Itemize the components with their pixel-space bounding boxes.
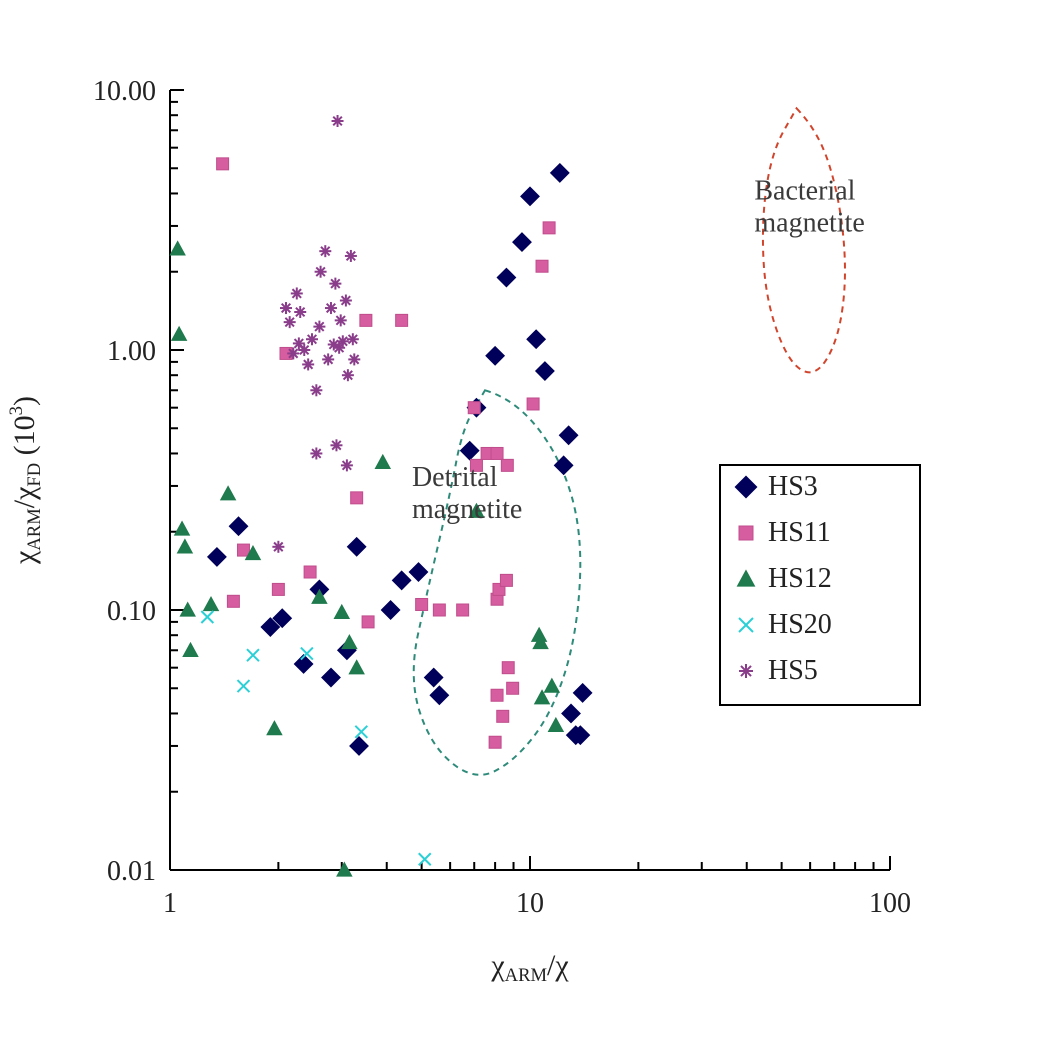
legend-label: HS11 xyxy=(768,517,831,548)
point xyxy=(739,664,753,678)
point xyxy=(351,492,363,504)
point xyxy=(360,314,372,326)
point xyxy=(396,314,408,326)
point xyxy=(362,616,374,628)
point xyxy=(332,115,344,127)
annotation-detrital: Detrital xyxy=(412,462,498,493)
point xyxy=(468,402,480,414)
point xyxy=(302,358,314,370)
point xyxy=(416,598,428,610)
annotation-bacterial: magnetite xyxy=(754,207,864,238)
point xyxy=(348,353,360,365)
point xyxy=(330,439,342,451)
point xyxy=(491,447,503,459)
point xyxy=(337,335,349,347)
point xyxy=(342,369,354,381)
point xyxy=(322,353,334,365)
point xyxy=(491,689,503,701)
point xyxy=(527,398,539,410)
x-tick-label: 100 xyxy=(869,888,911,919)
point xyxy=(329,278,341,290)
point xyxy=(536,260,548,272)
chart-container: 1101000.010.101.0010.00χARM/χχARM/χFD (1… xyxy=(0,0,1041,1046)
point xyxy=(507,682,519,694)
point xyxy=(280,302,292,314)
point xyxy=(335,314,347,326)
point xyxy=(227,595,239,607)
point xyxy=(433,604,445,616)
point xyxy=(284,316,296,328)
point xyxy=(543,222,555,234)
point xyxy=(341,459,353,471)
point xyxy=(319,245,331,257)
point xyxy=(304,566,316,578)
y-tick-label: 10.00 xyxy=(93,76,156,107)
point xyxy=(739,526,753,540)
legend-label: HS5 xyxy=(768,655,818,686)
annotation-bacterial: Bacterial xyxy=(754,175,855,206)
legend-label: HS20 xyxy=(768,609,832,640)
point xyxy=(315,266,327,278)
y-tick-label: 0.01 xyxy=(107,856,156,887)
x-tick-label: 10 xyxy=(516,888,544,919)
point xyxy=(294,306,306,318)
point xyxy=(306,333,318,345)
legend-label: HS3 xyxy=(768,471,818,502)
point xyxy=(340,295,352,307)
point xyxy=(287,347,299,359)
point xyxy=(325,302,337,314)
y-tick-label: 0.10 xyxy=(107,596,156,627)
point xyxy=(502,662,514,674)
point xyxy=(310,447,322,459)
point xyxy=(489,736,501,748)
point xyxy=(347,333,359,345)
scatter-plot: 1101000.010.101.0010.00χARM/χχARM/χFD (1… xyxy=(0,0,1041,1046)
point xyxy=(298,344,310,356)
point xyxy=(313,321,325,333)
point xyxy=(291,287,303,299)
point xyxy=(217,158,229,170)
x-tick-label: 1 xyxy=(163,888,177,919)
point xyxy=(310,384,322,396)
y-tick-label: 1.00 xyxy=(107,336,156,367)
point xyxy=(457,604,469,616)
point xyxy=(497,710,509,722)
point xyxy=(345,250,357,262)
point xyxy=(272,541,284,553)
point xyxy=(272,583,284,595)
point xyxy=(501,459,513,471)
legend-label: HS12 xyxy=(768,563,832,594)
point xyxy=(500,574,512,586)
point xyxy=(237,544,249,556)
annotation-detrital: magnetite xyxy=(412,494,522,525)
